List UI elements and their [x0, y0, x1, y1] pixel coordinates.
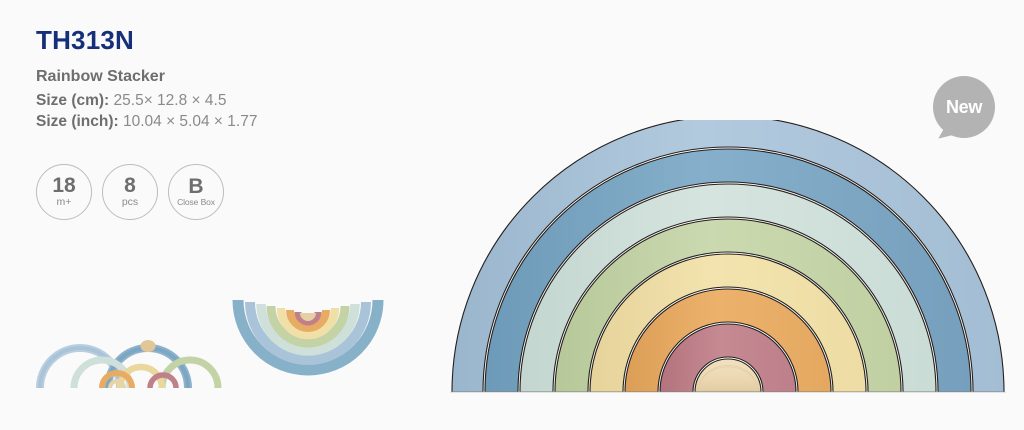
nested-bowl-photo — [232, 299, 384, 376]
arch-dusty-rose — [659, 323, 797, 392]
spec-size-cm-value: 25.5× 12.8 × 4.5 — [113, 91, 227, 109]
scattered-arches-photo — [36, 340, 222, 389]
product-info-block: TH313N Rainbow Stacker Size (cm): 25.5× … — [36, 26, 436, 133]
thumb-scattered-arches — [34, 276, 224, 394]
spec-size-cm-label: Size (cm): — [36, 91, 110, 109]
spec-size-inch-label: Size (inch): — [36, 113, 119, 131]
arch-orange — [624, 288, 832, 392]
product-sku: TH313N — [36, 25, 135, 55]
spec-size-inch-value: 10.04 × 5.04 × 1.77 — [122, 113, 258, 131]
pieces-badge-value: 8 — [124, 174, 136, 198]
packaging-badge-unit: Close Box — [177, 197, 215, 208]
new-badge-label: New — [945, 96, 983, 117]
arch-pale-mint — [519, 183, 937, 392]
arch-steel-blue — [484, 148, 972, 392]
packaging-badge: B Close Box — [168, 164, 224, 220]
product-name: Rainbow Stacker — [36, 67, 165, 85]
hero-product-photo — [440, 120, 1015, 400]
new-badge: New — [933, 76, 995, 139]
age-badge-unit: m+ — [56, 196, 72, 209]
pieces-badge-unit: pcs — [121, 196, 139, 209]
pieces-badge: 8 pcs — [102, 164, 158, 220]
base-shadow — [450, 391, 1006, 394]
spec-size-cm: Size (cm): 25.5× 12.8 × 4.5 — [36, 90, 436, 112]
age-badge: 18 m+ — [36, 164, 92, 220]
speech-bubble-icon: New — [933, 76, 995, 138]
age-badge-value: 18 — [52, 174, 76, 198]
thumb-nested-bowl — [228, 276, 388, 392]
arch-sage-green — [554, 218, 902, 392]
spec-size-inch: Size (inch): 10.04 × 5.04 × 1.77 — [36, 111, 436, 133]
packaging-badge-value: B — [188, 175, 204, 199]
product-attribute-badges: 18 m+ 8 pcs B Close Box — [36, 164, 224, 220]
core-natural-wood — [694, 358, 762, 392]
arch-cream-yellow — [589, 253, 867, 392]
rainbow-stacker-photo — [450, 120, 1006, 394]
